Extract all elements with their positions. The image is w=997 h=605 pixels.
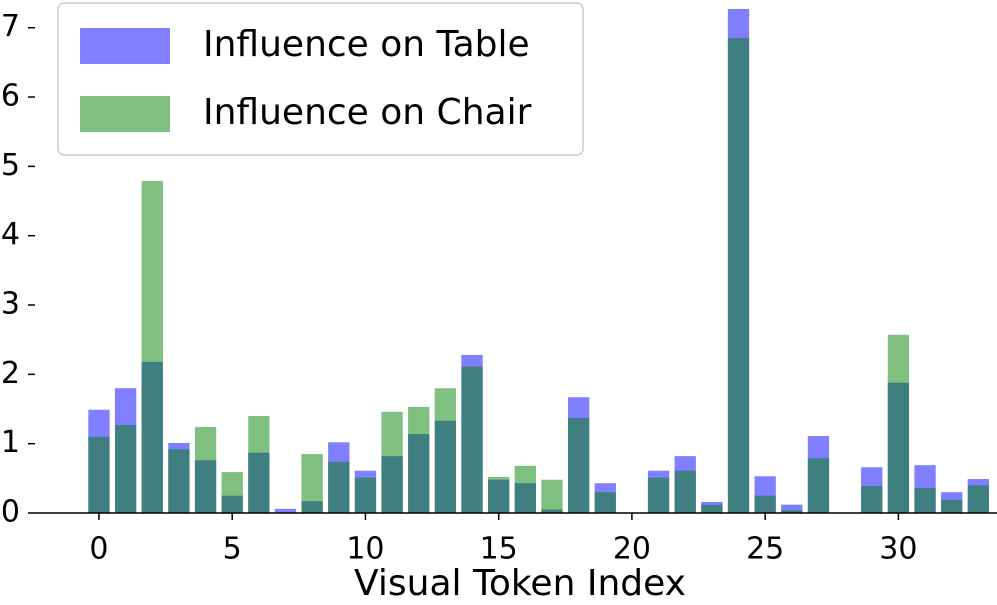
- x-tick-label: 25: [746, 532, 784, 567]
- y-tick-label: 5: [1, 148, 20, 183]
- bar: [541, 479, 563, 513]
- x-tick-label: 0: [89, 532, 108, 567]
- bar: [727, 38, 750, 513]
- bar: [781, 510, 803, 513]
- bar: [754, 495, 776, 513]
- legend-frame: [57, 2, 584, 156]
- bar: [861, 485, 883, 513]
- bar: [114, 424, 137, 513]
- bar: [887, 334, 910, 513]
- y-tick-label: 3: [1, 287, 20, 322]
- x-tick-label: 10: [346, 532, 384, 567]
- x-tick-label: 30: [879, 532, 917, 567]
- legend-label: Influence on Chair: [203, 92, 532, 133]
- bar: [647, 477, 670, 513]
- bar: [301, 454, 323, 513]
- bar: [328, 461, 350, 513]
- y-tick-label: 7: [1, 9, 20, 44]
- bar: [461, 366, 483, 513]
- y-tick-label: 2: [1, 356, 20, 391]
- bar: [248, 415, 270, 513]
- bar: [514, 465, 536, 513]
- bar: [434, 388, 457, 513]
- bar: [781, 504, 803, 513]
- bar: [221, 472, 243, 513]
- bar: [354, 477, 377, 513]
- bar: [967, 485, 990, 513]
- x-axis-label: Visual Token Index: [354, 563, 686, 604]
- bar: [914, 488, 936, 513]
- bar: [408, 406, 430, 513]
- bar: [274, 508, 297, 513]
- legend: Influence on Table Influence on Chair: [57, 2, 584, 156]
- y-tick-label: 6: [1, 79, 20, 114]
- bar: [88, 436, 110, 513]
- bar: [168, 449, 190, 513]
- bar: [567, 418, 590, 513]
- bar: [807, 458, 830, 513]
- bar: [381, 411, 403, 513]
- bar: [941, 499, 963, 513]
- bar: [674, 470, 696, 513]
- y-tick-label: 1: [1, 425, 20, 460]
- legend-label: Influence on Table: [203, 24, 530, 65]
- x-tick-label: 20: [613, 532, 651, 567]
- x-tick-label: 15: [480, 532, 518, 567]
- y-tick-label: 0: [1, 495, 20, 530]
- x-tick-label: 5: [223, 532, 242, 567]
- bar: [594, 492, 616, 513]
- bar: [488, 476, 510, 513]
- legend-swatch: [80, 96, 170, 132]
- bar: [701, 504, 723, 513]
- bar: [194, 427, 217, 513]
- y-tick-label: 4: [1, 217, 20, 252]
- legend-swatch: [80, 28, 170, 64]
- bar: [141, 180, 163, 513]
